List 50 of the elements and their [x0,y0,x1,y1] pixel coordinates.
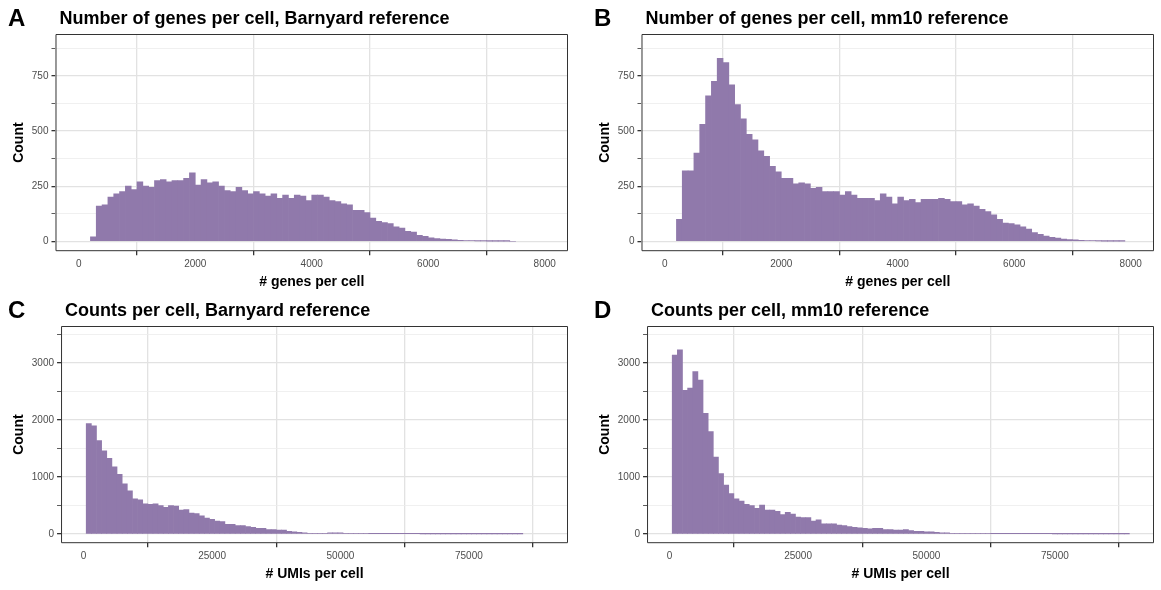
y-tick-label: 1000 [617,470,641,482]
y-tick-label: 1000 [31,470,55,482]
x-tick-label: 2000 [770,257,793,269]
y-tick-label: 750 [31,69,49,81]
x-axis-title: # UMIs per cell [265,565,364,582]
text: D [594,296,612,324]
x-tick-label: 75000 [1040,549,1070,561]
y-tick-label: 750 [617,69,635,81]
x-tick-label: 6000 [417,257,440,269]
chart-title: Counts per cell, mm10 reference [651,300,930,320]
x-tick-label: 4000 [300,257,324,269]
chart-title: Number of genes per cell, mm10 reference [645,8,1009,28]
x-tick-label: 4000 [886,257,910,269]
y-tick-label: 2000 [617,413,641,425]
y-tick-label: 500 [617,124,635,136]
x-tick-label: 0 [662,257,668,269]
x-tick-label: 0 [76,257,82,269]
x-tick-label: 8000 [533,257,557,269]
y-tick-label: 250 [617,179,635,191]
y-axis-title: Count [10,122,27,163]
x-tick-label: 0 [666,549,673,561]
x-tick-label: 50000 [912,549,941,561]
y-tick-label: 3000 [617,356,641,368]
y-axis-title: Count [596,122,613,163]
chart-title: Number of genes per cell, Barnyard reference [59,8,450,28]
y-axis-title: Count [596,414,613,455]
x-tick-label: 2000 [184,257,207,269]
y-tick-label: 0 [42,235,49,247]
text: B [594,4,612,32]
y-tick-label: 250 [31,179,49,191]
x-tick-label: 8000 [1119,257,1143,269]
y-tick-label: 500 [31,124,49,136]
x-tick-label: 25000 [784,549,813,561]
x-axis-title: # genes per cell [259,273,365,290]
y-axis-title: Count [10,414,27,455]
x-tick-label: 75000 [454,549,484,561]
text: C [8,296,26,324]
chart-title: Counts per cell, Barnyard reference [65,300,371,320]
x-tick-label: 50000 [326,549,355,561]
text: A [8,4,26,32]
y-tick-label: 0 [628,235,635,247]
y-tick-label: 0 [48,527,55,539]
y-tick-label: 2000 [31,413,55,425]
x-axis-title: # UMIs per cell [851,565,950,582]
x-tick-label: 25000 [198,549,227,561]
x-tick-label: 0 [80,549,87,561]
y-tick-label: 0 [634,527,641,539]
x-axis-title: # genes per cell [845,273,951,290]
y-tick-label: 3000 [31,356,55,368]
x-tick-label: 6000 [1003,257,1026,269]
